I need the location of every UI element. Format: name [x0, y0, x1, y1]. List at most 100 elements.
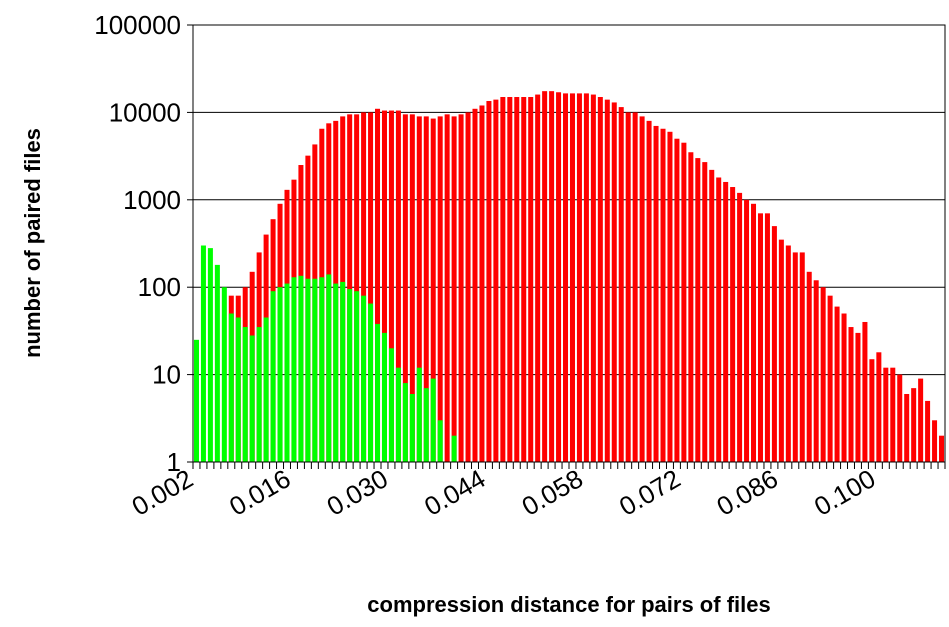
bar [228, 313, 234, 462]
bar [326, 274, 332, 462]
bar [437, 116, 443, 463]
bar [604, 99, 610, 462]
bar [556, 92, 562, 463]
bar [451, 116, 457, 463]
bar [354, 291, 360, 462]
bar [751, 203, 757, 463]
bar [437, 420, 443, 462]
bar [249, 335, 255, 462]
bar [277, 287, 283, 462]
bar [890, 367, 896, 462]
bar [347, 289, 353, 462]
bar [423, 116, 429, 463]
bar [305, 278, 311, 462]
bar [939, 435, 945, 462]
bar [361, 295, 367, 462]
y-tick-label: 1 [167, 447, 181, 477]
bar [876, 352, 882, 462]
x-tick-label: 0.002 [127, 463, 198, 522]
bar [354, 114, 360, 462]
bar [883, 367, 889, 462]
bar [611, 102, 617, 463]
bar [674, 138, 680, 462]
bar [618, 107, 624, 463]
bar [820, 287, 826, 462]
bar [625, 112, 631, 463]
x-tick-label: 0.016 [224, 463, 295, 522]
bar [298, 275, 304, 462]
bar [347, 114, 353, 462]
bar [834, 306, 840, 462]
bar [855, 332, 861, 462]
bar [507, 97, 513, 463]
x-tick-label: 0.100 [809, 463, 880, 522]
bar [263, 317, 269, 462]
x-tick-label: 0.086 [712, 463, 783, 522]
bar [500, 97, 506, 463]
bar [792, 252, 798, 462]
bar [312, 278, 318, 462]
bar [535, 94, 541, 463]
bar [381, 110, 387, 462]
bar [667, 131, 673, 462]
bar [778, 239, 784, 462]
bar [569, 93, 575, 462]
bar [576, 93, 582, 462]
bar [416, 116, 422, 463]
y-tick-label: 100000 [94, 10, 181, 40]
bar [583, 93, 589, 462]
bar [340, 281, 346, 462]
bar [925, 400, 931, 462]
bar [409, 114, 415, 462]
bar [897, 374, 903, 462]
bar [193, 339, 199, 462]
bar [200, 245, 206, 462]
bar [430, 378, 436, 462]
bar [688, 152, 694, 462]
bar [785, 245, 791, 462]
bar [409, 393, 415, 462]
bar [764, 213, 770, 462]
bar [242, 327, 248, 462]
bar [333, 283, 339, 462]
bar [465, 112, 471, 463]
bar [444, 114, 450, 462]
bar [375, 323, 381, 462]
bar [395, 367, 401, 462]
bar [402, 114, 408, 462]
x-tick-label: 0.058 [517, 463, 588, 522]
bar [430, 118, 436, 462]
bar [806, 271, 812, 462]
bar [521, 97, 527, 463]
bar [653, 125, 659, 463]
bar [493, 99, 499, 462]
bar [827, 295, 833, 462]
bar [472, 108, 478, 462]
bar [514, 97, 520, 463]
bar [709, 169, 715, 462]
x-tick-label: 0.072 [614, 463, 685, 522]
bar [639, 116, 645, 463]
x-tick-label: 0.044 [419, 463, 490, 522]
bar [660, 128, 666, 462]
bar [486, 101, 492, 463]
bar [702, 162, 708, 462]
bar [284, 283, 290, 462]
bar [744, 199, 750, 463]
bar [695, 158, 701, 462]
bar [479, 105, 485, 463]
bar [402, 383, 408, 462]
bar [737, 192, 743, 462]
bar [361, 112, 367, 463]
bar [381, 332, 387, 462]
bar [291, 277, 297, 462]
bar [757, 213, 763, 462]
bar [862, 321, 868, 462]
bar [207, 248, 213, 462]
y-tick-label: 100 [138, 272, 181, 302]
bar [841, 313, 847, 462]
bar [848, 327, 854, 462]
bar [368, 112, 374, 463]
